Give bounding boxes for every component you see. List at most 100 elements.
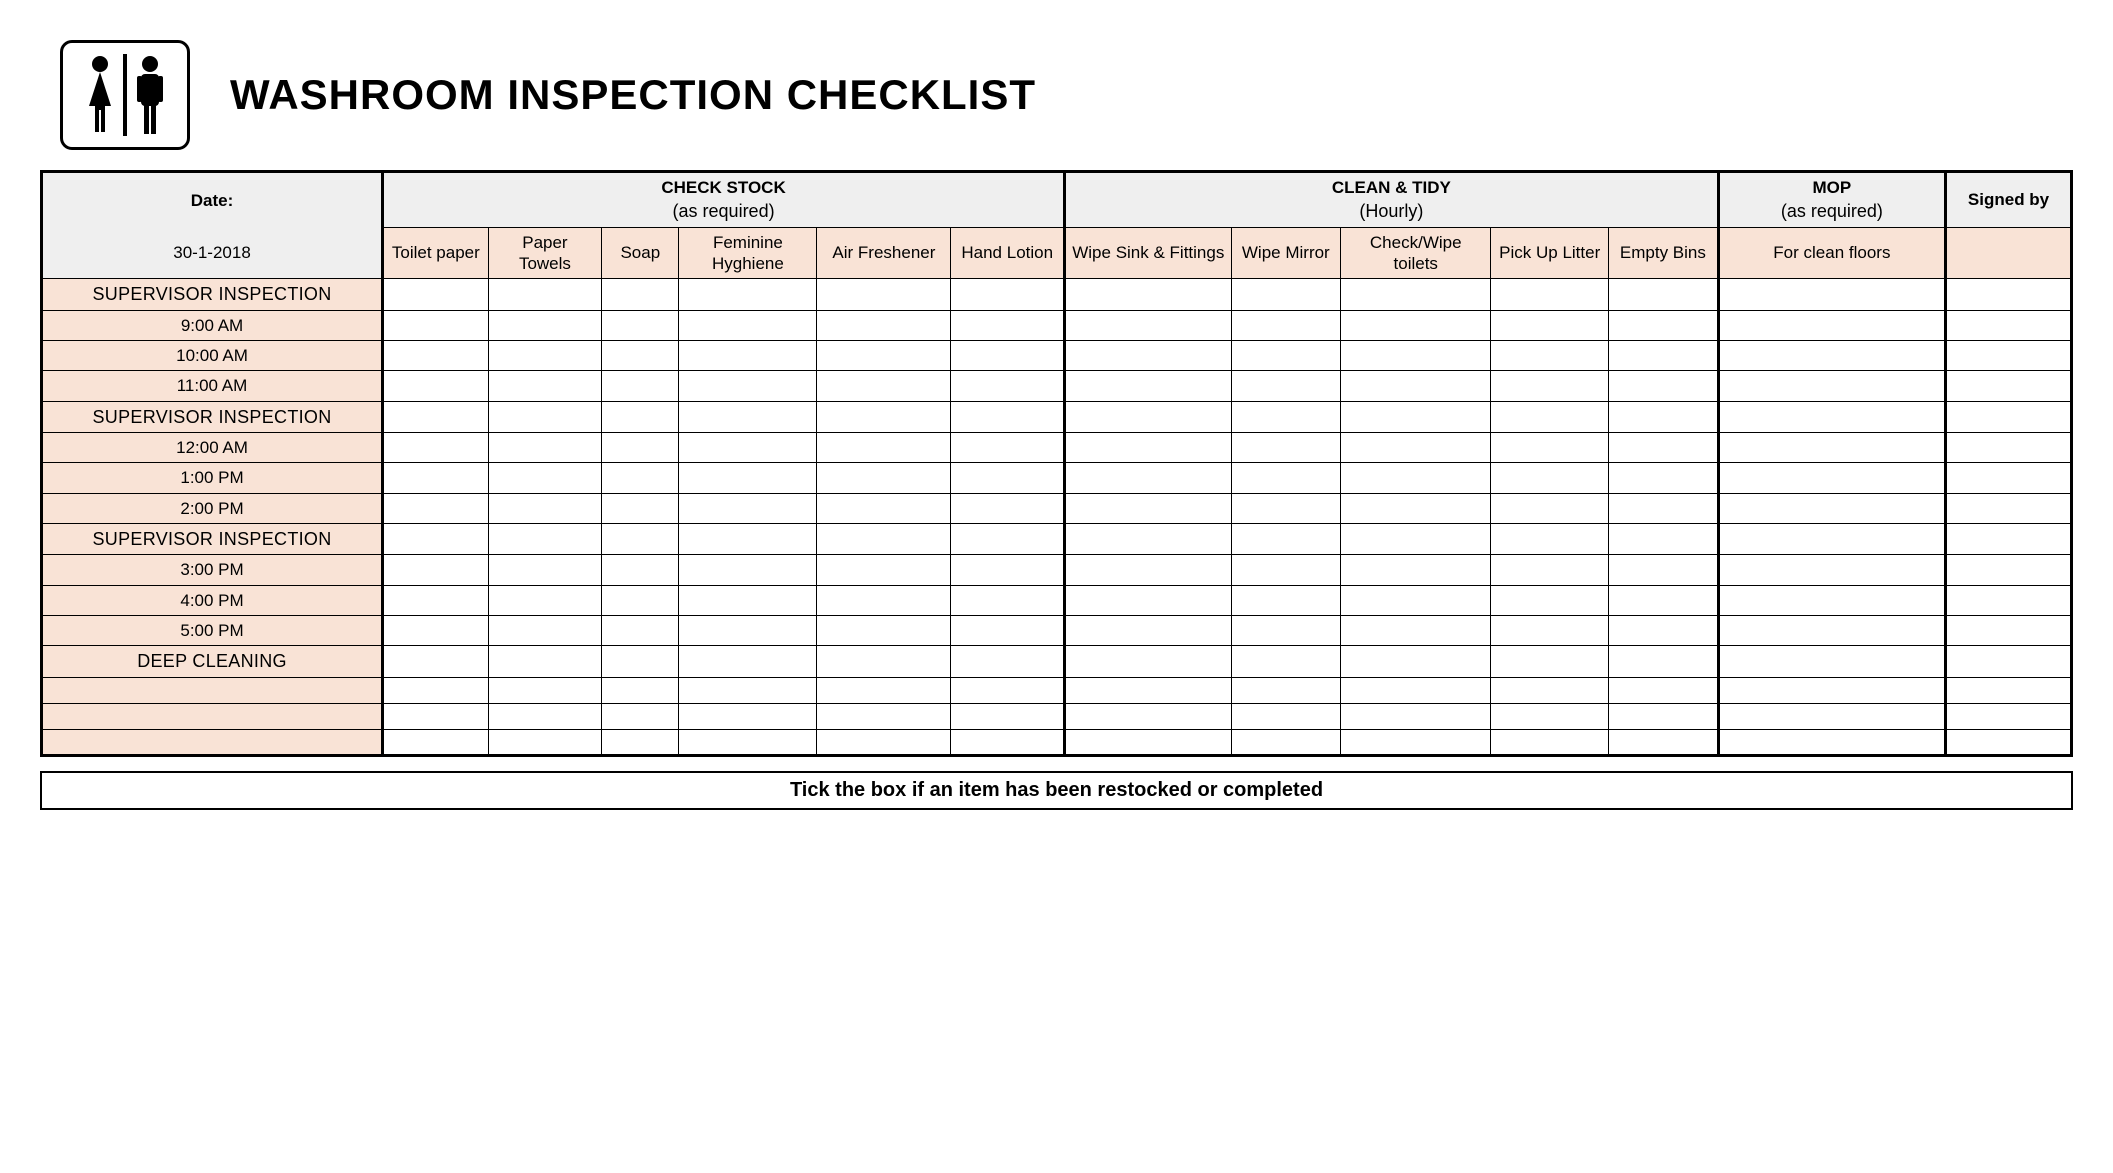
checkbox-cell[interactable]: [383, 463, 489, 493]
checkbox-cell[interactable]: [1065, 371, 1231, 401]
checkbox-cell[interactable]: [1609, 493, 1719, 523]
checkbox-cell[interactable]: [1341, 493, 1491, 523]
checkbox-cell[interactable]: [1609, 401, 1719, 433]
checkbox-cell[interactable]: [1609, 463, 1719, 493]
checkbox-cell[interactable]: [951, 729, 1065, 755]
checkbox-cell[interactable]: [951, 433, 1065, 463]
checkbox-cell[interactable]: [1341, 463, 1491, 493]
checkbox-cell[interactable]: [488, 371, 602, 401]
checkbox-cell[interactable]: [488, 523, 602, 555]
checkbox-cell[interactable]: [1946, 585, 2072, 615]
checkbox-cell[interactable]: [1065, 646, 1231, 678]
checkbox-cell[interactable]: [679, 279, 817, 311]
checkbox-cell[interactable]: [1231, 493, 1341, 523]
checkbox-cell[interactable]: [1231, 615, 1341, 645]
checkbox-cell[interactable]: [951, 615, 1065, 645]
checkbox-cell[interactable]: [602, 555, 679, 585]
checkbox-cell[interactable]: [951, 555, 1065, 585]
checkbox-cell[interactable]: [383, 279, 489, 311]
checkbox-cell[interactable]: [602, 433, 679, 463]
checkbox-cell[interactable]: [602, 615, 679, 645]
checkbox-cell[interactable]: [1718, 677, 1945, 703]
checkbox-cell[interactable]: [1065, 310, 1231, 340]
checkbox-cell[interactable]: [817, 493, 951, 523]
checkbox-cell[interactable]: [1065, 555, 1231, 585]
checkbox-cell[interactable]: [488, 646, 602, 678]
checkbox-cell[interactable]: [1946, 646, 2072, 678]
checkbox-cell[interactable]: [1718, 310, 1945, 340]
checkbox-cell[interactable]: [951, 493, 1065, 523]
checkbox-cell[interactable]: [1609, 341, 1719, 371]
checkbox-cell[interactable]: [1609, 703, 1719, 729]
checkbox-cell[interactable]: [1231, 433, 1341, 463]
checkbox-cell[interactable]: [1065, 585, 1231, 615]
checkbox-cell[interactable]: [1609, 615, 1719, 645]
checkbox-cell[interactable]: [383, 555, 489, 585]
checkbox-cell[interactable]: [679, 523, 817, 555]
checkbox-cell[interactable]: [488, 279, 602, 311]
checkbox-cell[interactable]: [817, 703, 951, 729]
checkbox-cell[interactable]: [1341, 279, 1491, 311]
checkbox-cell[interactable]: [383, 341, 489, 371]
checkbox-cell[interactable]: [1718, 433, 1945, 463]
checkbox-cell[interactable]: [817, 433, 951, 463]
checkbox-cell[interactable]: [602, 677, 679, 703]
checkbox-cell[interactable]: [1491, 703, 1609, 729]
checkbox-cell[interactable]: [951, 310, 1065, 340]
checkbox-cell[interactable]: [1341, 677, 1491, 703]
checkbox-cell[interactable]: [679, 433, 817, 463]
checkbox-cell[interactable]: [1491, 493, 1609, 523]
checkbox-cell[interactable]: [1491, 433, 1609, 463]
checkbox-cell[interactable]: [1609, 646, 1719, 678]
checkbox-cell[interactable]: [679, 371, 817, 401]
checkbox-cell[interactable]: [602, 401, 679, 433]
checkbox-cell[interactable]: [1946, 433, 2072, 463]
checkbox-cell[interactable]: [1231, 646, 1341, 678]
checkbox-cell[interactable]: [383, 523, 489, 555]
checkbox-cell[interactable]: [951, 646, 1065, 678]
checkbox-cell[interactable]: [1718, 703, 1945, 729]
checkbox-cell[interactable]: [1718, 279, 1945, 311]
checkbox-cell[interactable]: [1341, 433, 1491, 463]
checkbox-cell[interactable]: [951, 279, 1065, 311]
checkbox-cell[interactable]: [602, 729, 679, 755]
checkbox-cell[interactable]: [488, 585, 602, 615]
checkbox-cell[interactable]: [817, 279, 951, 311]
checkbox-cell[interactable]: [951, 371, 1065, 401]
checkbox-cell[interactable]: [1065, 433, 1231, 463]
checkbox-cell[interactable]: [1609, 279, 1719, 311]
checkbox-cell[interactable]: [1718, 555, 1945, 585]
checkbox-cell[interactable]: [1718, 401, 1945, 433]
checkbox-cell[interactable]: [602, 341, 679, 371]
checkbox-cell[interactable]: [679, 401, 817, 433]
checkbox-cell[interactable]: [1946, 729, 2072, 755]
checkbox-cell[interactable]: [1491, 371, 1609, 401]
checkbox-cell[interactable]: [488, 703, 602, 729]
checkbox-cell[interactable]: [1718, 341, 1945, 371]
checkbox-cell[interactable]: [1341, 703, 1491, 729]
checkbox-cell[interactable]: [488, 433, 602, 463]
checkbox-cell[interactable]: [488, 615, 602, 645]
checkbox-cell[interactable]: [488, 729, 602, 755]
checkbox-cell[interactable]: [1491, 585, 1609, 615]
checkbox-cell[interactable]: [1065, 703, 1231, 729]
checkbox-cell[interactable]: [679, 310, 817, 340]
checkbox-cell[interactable]: [1065, 677, 1231, 703]
checkbox-cell[interactable]: [1718, 615, 1945, 645]
checkbox-cell[interactable]: [1065, 279, 1231, 311]
checkbox-cell[interactable]: [679, 677, 817, 703]
checkbox-cell[interactable]: [383, 677, 489, 703]
checkbox-cell[interactable]: [1065, 341, 1231, 371]
checkbox-cell[interactable]: [1946, 371, 2072, 401]
checkbox-cell[interactable]: [1231, 463, 1341, 493]
checkbox-cell[interactable]: [488, 341, 602, 371]
checkbox-cell[interactable]: [602, 493, 679, 523]
checkbox-cell[interactable]: [679, 729, 817, 755]
checkbox-cell[interactable]: [1609, 523, 1719, 555]
checkbox-cell[interactable]: [383, 310, 489, 340]
checkbox-cell[interactable]: [1946, 555, 2072, 585]
checkbox-cell[interactable]: [679, 615, 817, 645]
checkbox-cell[interactable]: [1609, 677, 1719, 703]
checkbox-cell[interactable]: [1231, 729, 1341, 755]
checkbox-cell[interactable]: [817, 401, 951, 433]
